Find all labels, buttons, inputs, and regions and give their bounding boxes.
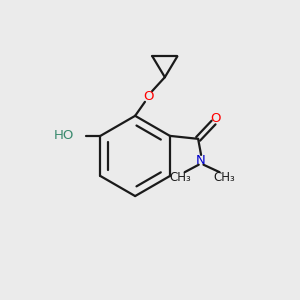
Text: O: O: [211, 112, 221, 125]
Text: HO: HO: [53, 129, 74, 142]
Text: N: N: [196, 154, 206, 167]
Text: CH₃: CH₃: [169, 171, 191, 184]
Text: CH₃: CH₃: [213, 171, 235, 184]
Text: O: O: [143, 90, 154, 103]
